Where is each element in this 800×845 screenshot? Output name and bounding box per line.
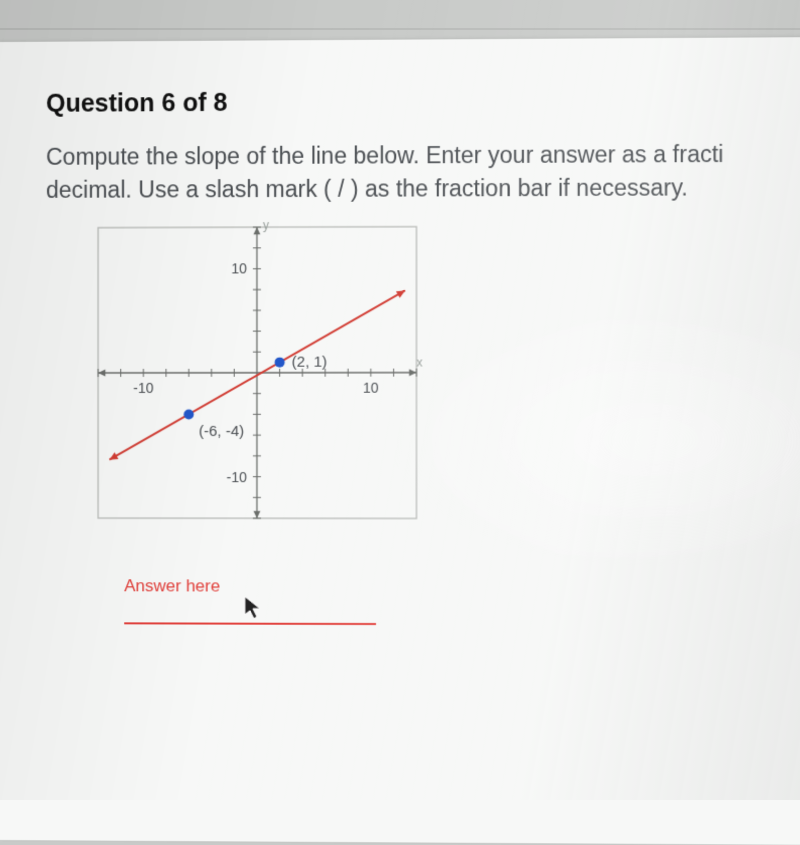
answer-block: Answer here — [124, 576, 376, 625]
svg-text:(-6, -4): (-6, -4) — [199, 423, 244, 440]
question-prompt: Compute the slope of the line below. Ent… — [46, 137, 795, 207]
svg-text:y: y — [263, 218, 269, 232]
svg-text:(2, 1): (2, 1) — [292, 353, 327, 370]
svg-text:-10: -10 — [226, 468, 247, 484]
svg-text:10: 10 — [363, 379, 379, 395]
chart-svg: x y -10 10 -10 10 (2, 1) (-6, -4) — [76, 206, 439, 538]
question-card: Question 6 of 8 Compute the slope of the… — [0, 37, 800, 845]
question-number: Question 6 of 8 — [46, 86, 800, 119]
slope-chart: x y -10 10 -10 10 (2, 1) (-6, -4) — [76, 206, 439, 538]
cursor-icon — [243, 594, 263, 620]
svg-text:x: x — [416, 355, 422, 369]
top-divider — [0, 28, 800, 30]
prompt-line-2: decimal. Use a slash mark ( / ) as the f… — [46, 175, 688, 204]
prompt-line-1: Compute the slope of the line below. Ent… — [46, 141, 723, 170]
svg-text:-10: -10 — [133, 380, 154, 396]
svg-text:10: 10 — [231, 260, 247, 276]
